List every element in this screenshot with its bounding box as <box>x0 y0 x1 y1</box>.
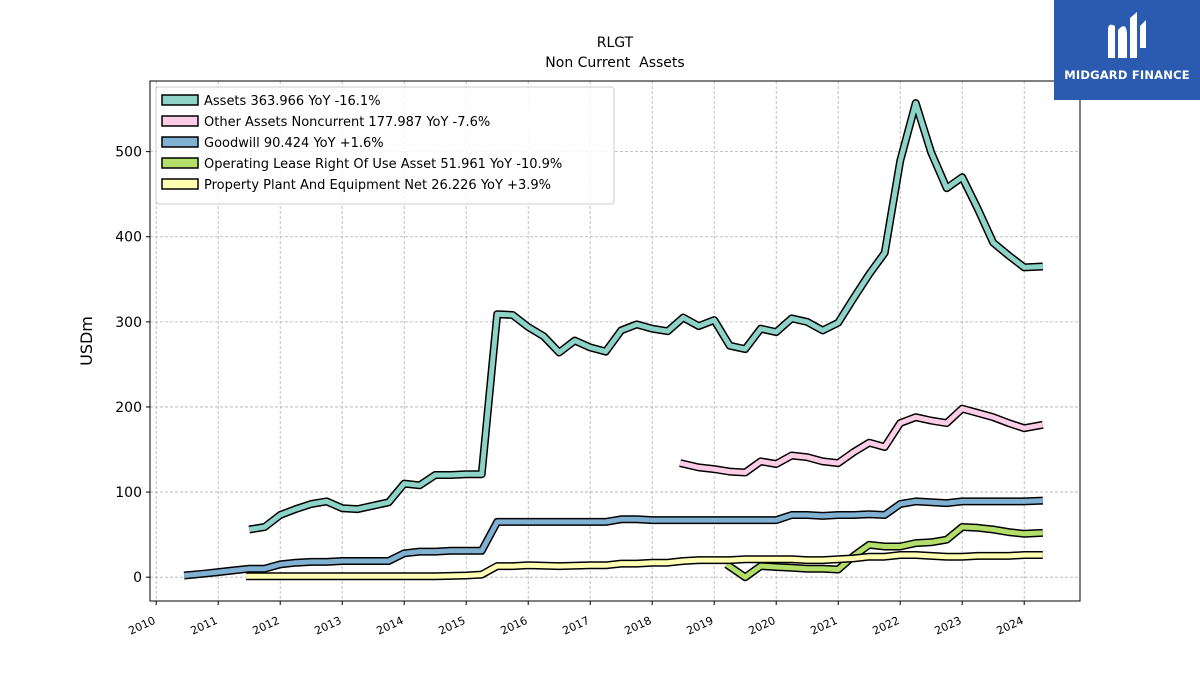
x-tick-label: 2019 <box>685 614 716 638</box>
brand-name: MIDGARD FINANCE <box>1064 68 1190 82</box>
y-axis-label: USDm <box>77 316 96 366</box>
x-tick-label: 2013 <box>313 614 344 638</box>
legend-swatch <box>161 136 199 148</box>
legend-label: Property Plant And Equipment Net 26.226 … <box>204 178 551 193</box>
legend-swatch <box>161 178 199 190</box>
legend: Assets 363.966 YoY -16.1% Other Assets No… <box>155 86 615 205</box>
chart-subtitle: Non Current Assets <box>545 55 684 71</box>
midgard-m-logo-icon <box>1108 12 1146 59</box>
x-tick-label: 2011 <box>189 614 220 638</box>
x-tick-label: 2017 <box>561 614 592 638</box>
x-tick-label: 2010 <box>127 614 158 638</box>
y-tick-label: 500 <box>115 145 142 161</box>
chart-title: RLGT <box>597 35 634 51</box>
series-group <box>183 99 1044 582</box>
x-tick-label: 2012 <box>251 614 282 638</box>
legend-box <box>155 86 615 205</box>
x-tick-label: 2022 <box>871 614 902 638</box>
x-tick-label: 2021 <box>809 614 840 638</box>
plot-frame <box>149 80 1081 602</box>
y-axis: 0 100 200 300 400 500 <box>115 145 150 586</box>
legend-label: Goodwill 90.424 YoY +1.6% <box>204 136 384 151</box>
x-tick-label: 2024 <box>995 614 1026 638</box>
y-tick-label: 200 <box>115 400 142 416</box>
y-tick-label: 400 <box>115 230 142 246</box>
x-tick-label: 2023 <box>933 614 964 638</box>
series-line-operating-lease-right-of-use-asset <box>725 524 1043 580</box>
x-tick-label: 2018 <box>623 614 654 638</box>
x-tick-label: 2020 <box>747 614 778 638</box>
x-axis: 2010 2011 2012 2013 2014 2015 2016 2017 2018 2019… <box>127 601 1026 638</box>
y-tick-label: 100 <box>115 485 142 501</box>
legend-label: Other Assets Noncurrent 177.987 YoY -7.6… <box>204 115 490 130</box>
y-tick-label: 300 <box>115 315 142 331</box>
legend-swatch <box>161 115 199 127</box>
series-line-property-plant-and-equipment-net <box>246 552 1043 579</box>
legend-swatch <box>161 157 199 169</box>
x-tick-label: 2016 <box>499 614 530 638</box>
legend-label: Assets 363.966 YoY -16.1% <box>204 94 381 109</box>
x-tick-label: 2015 <box>437 614 468 638</box>
legend-label: Operating Lease Right Of Use Asset 51.96… <box>204 157 562 172</box>
y-tick-label: 0 <box>133 570 142 586</box>
series-line-goodwill <box>183 498 1043 578</box>
series-line-assets <box>248 100 1043 532</box>
x-tick-label: 2014 <box>375 614 406 638</box>
legend-swatch <box>161 94 199 106</box>
series-line-other-assets-noncurrent <box>679 406 1044 475</box>
brand-logo: MIDGARD FINANCE <box>1054 0 1200 100</box>
